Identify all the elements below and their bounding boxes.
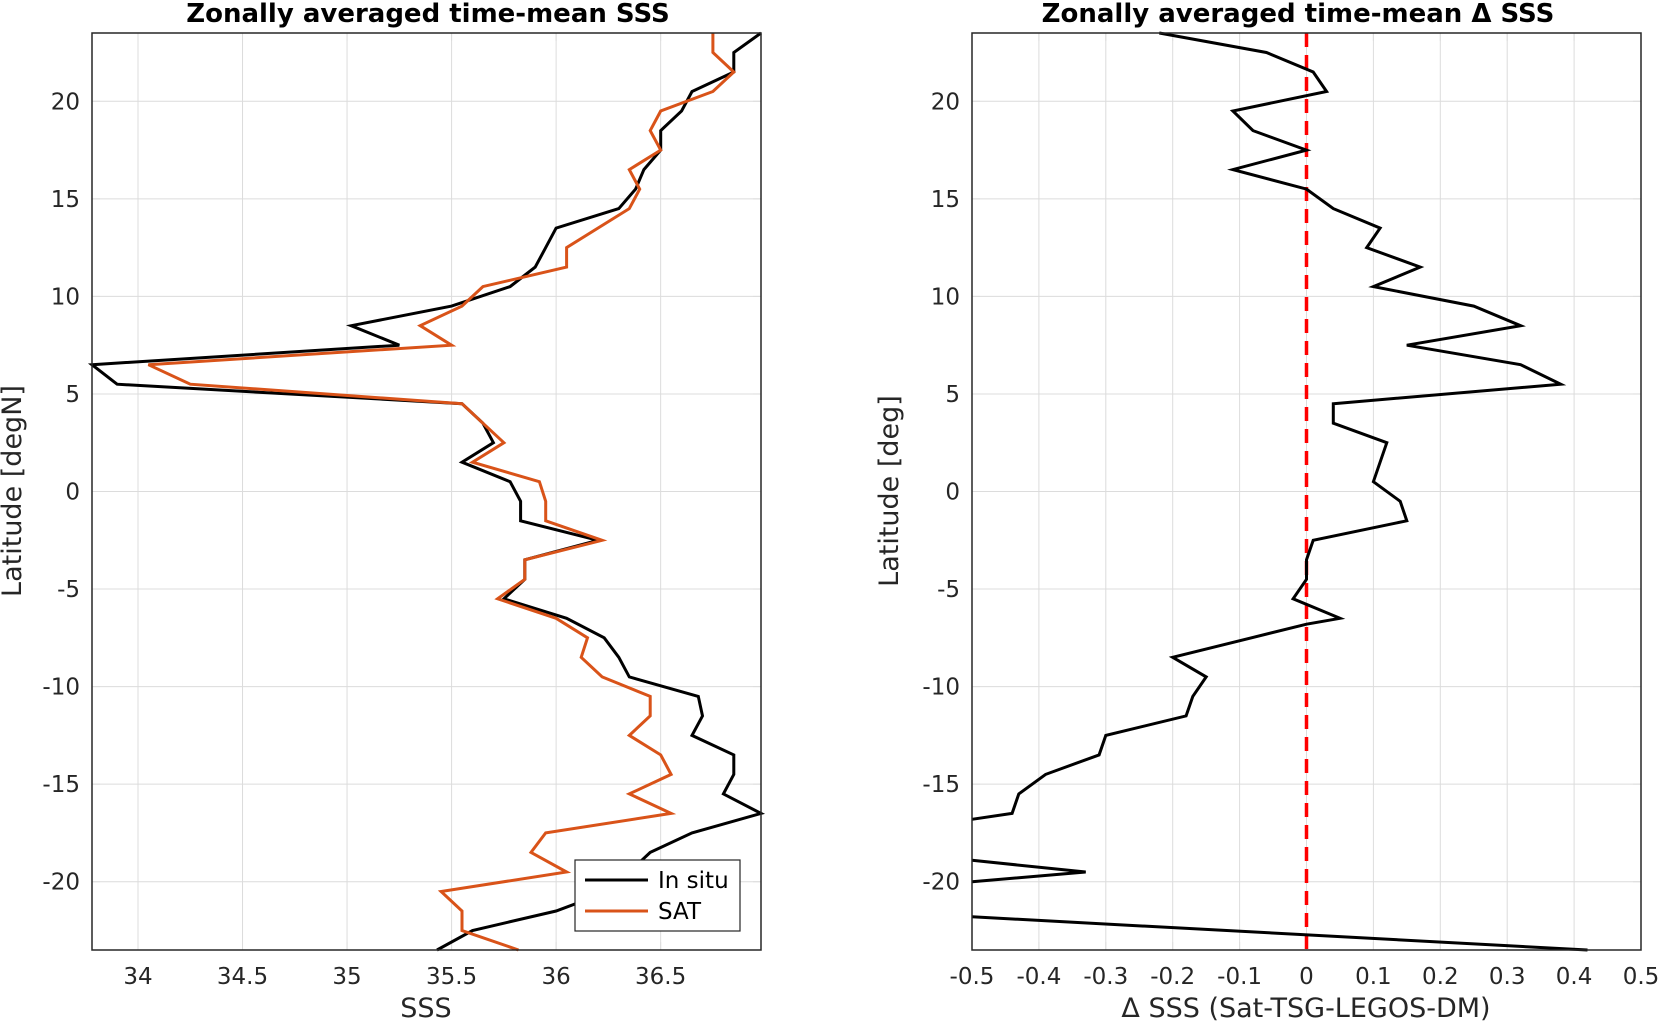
x-tick-label: 0.3 bbox=[1489, 964, 1526, 990]
y-tick-labels: -20 -15 -10 -5 0 5 10 15 20 bbox=[42, 89, 80, 895]
y-tick-label: 0 bbox=[65, 480, 80, 506]
y-tick-label: 5 bbox=[945, 382, 960, 408]
y-tick-label: 15 bbox=[51, 187, 80, 213]
x-tick-label: 0.2 bbox=[1422, 964, 1459, 990]
y-tick-label: 10 bbox=[51, 284, 80, 310]
y-tick-label: 5 bbox=[65, 382, 80, 408]
x-tick-label: 0.5 bbox=[1623, 964, 1660, 990]
chart-title: Zonally averaged time-mean SSS bbox=[186, 0, 670, 29]
delta-sss-panel: Zonally averaged time-mean Δ SSS -0.5 -0.… bbox=[874, 0, 1659, 1024]
y-tick-label: 15 bbox=[931, 187, 960, 213]
x-tick-label: 36 bbox=[541, 964, 570, 990]
x-tick-label: -0.1 bbox=[1217, 964, 1262, 990]
x-tick-label: 34.5 bbox=[217, 964, 268, 990]
chart-title: Zonally averaged time-mean Δ SSS bbox=[1042, 0, 1555, 29]
legend-label-sat: SAT bbox=[658, 899, 702, 925]
x-axis-label: SSS bbox=[400, 993, 451, 1024]
y-tick-label: -20 bbox=[42, 870, 80, 896]
y-tick-label: -5 bbox=[57, 577, 80, 603]
series-lines bbox=[971, 31, 1588, 952]
sss-panel: Zonally averaged time-mean SSS 34 34.5 35 3… bbox=[0, 0, 766, 1024]
x-tick-label: 0.4 bbox=[1556, 964, 1593, 990]
x-tick-label: -0.4 bbox=[1016, 964, 1061, 990]
x-tick-label: -0.3 bbox=[1083, 964, 1128, 990]
legend-box bbox=[574, 859, 741, 932]
y-tick-label: -10 bbox=[42, 675, 80, 701]
y-tick-label: -10 bbox=[922, 675, 960, 701]
y-axis-label: Latitude [deg] bbox=[874, 395, 905, 587]
x-tick-label: 35.5 bbox=[426, 964, 477, 990]
x-tick-label: -0.2 bbox=[1150, 964, 1195, 990]
x-tick-label: 35 bbox=[332, 964, 361, 990]
series-line-delta-sss bbox=[971, 31, 1567, 821]
series-line-sat bbox=[147, 33, 736, 952]
x-tick-labels: 34 34.5 35 35.5 36 36.5 bbox=[123, 964, 686, 990]
y-tick-label: 10 bbox=[931, 284, 960, 310]
legend-label-insitu: In situ bbox=[658, 868, 729, 894]
x-tick-label: 34 bbox=[123, 964, 152, 990]
x-tick-label: -0.5 bbox=[950, 964, 995, 990]
x-tick-label: 36.5 bbox=[635, 964, 686, 990]
y-tick-label: 0 bbox=[945, 480, 960, 506]
legend: In situ SAT bbox=[574, 859, 741, 932]
y-tick-label: -5 bbox=[937, 577, 960, 603]
y-tick-label: -15 bbox=[922, 772, 960, 798]
y-tick-label: 20 bbox=[931, 89, 960, 115]
plot-frame bbox=[971, 32, 1642, 951]
x-axis-label: Δ SSS (Sat-TSG-LEGOS-DM) bbox=[1121, 993, 1490, 1024]
series-line-delta-sss bbox=[971, 858, 1086, 884]
series-line-delta-sss bbox=[971, 915, 1588, 952]
y-tick-label: -15 bbox=[42, 772, 80, 798]
y-axis-label: Latitude [degN] bbox=[0, 385, 28, 597]
y-tick-label: 20 bbox=[51, 89, 80, 115]
series-lines bbox=[87, 31, 766, 952]
y-tick-labels: -20 -15 -10 -5 0 5 10 15 20 bbox=[922, 89, 960, 895]
x-tick-labels: -0.5 -0.4 -0.3 -0.2 -0.1 0 0.1 0.2 0.3 0.4 0.5 bbox=[950, 964, 1660, 990]
y-tick-label: -20 bbox=[922, 870, 960, 896]
x-tick-label: 0 bbox=[1299, 964, 1314, 990]
plot-frame bbox=[91, 32, 762, 951]
x-tick-label: 0.1 bbox=[1355, 964, 1392, 990]
